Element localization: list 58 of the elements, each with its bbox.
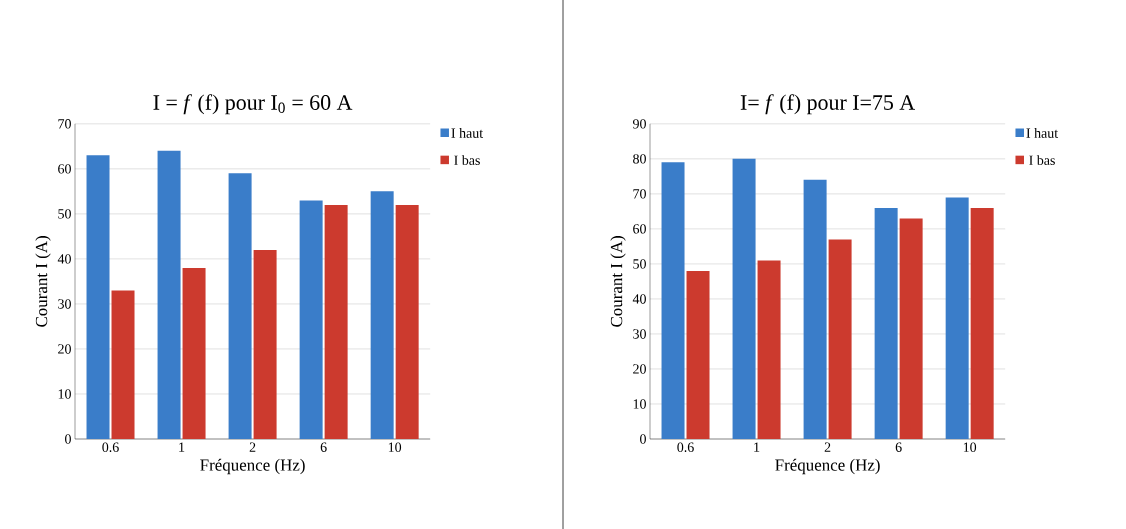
bar: [228, 173, 252, 439]
bar: [757, 260, 781, 439]
legend-label: I bas: [454, 155, 480, 165]
bar: [395, 204, 419, 439]
bar: [899, 218, 923, 439]
bar: [299, 200, 323, 439]
y-tick-label: 80: [633, 154, 646, 164]
bar: [111, 290, 135, 439]
y-tick-label: 50: [58, 209, 71, 219]
bar: [370, 191, 394, 439]
y-tick-label: 60: [633, 224, 646, 234]
bar: [686, 270, 710, 439]
y-axis-title: Courant I (A): [610, 236, 626, 327]
x-axis-title: Fréquence (Hz): [775, 458, 880, 475]
y-tick-label: 0: [65, 434, 71, 444]
y-tick-label: 40: [632, 294, 646, 304]
y-tick-label: 90: [632, 119, 646, 129]
y-tick-label: 0: [640, 434, 646, 444]
x-tick-label: 0.6: [677, 442, 694, 452]
x-tick-label: 1: [179, 442, 185, 452]
x-tick-label: 6: [320, 442, 327, 452]
x-tick-label: 2: [249, 442, 256, 452]
x-tick-label: 10: [388, 442, 402, 452]
legend-label: I bas: [1029, 155, 1055, 165]
bar: [253, 249, 277, 439]
bar: [970, 207, 994, 439]
chart-title: I = f (f) pour I$_{0}$ = 60 A: [153, 94, 353, 115]
bar: [945, 197, 969, 439]
y-tick-label: 10: [633, 399, 646, 409]
legend-label: I haut: [451, 128, 484, 138]
bar: [732, 158, 756, 439]
bar: [324, 204, 348, 439]
y-tick-label: 50: [633, 259, 646, 269]
x-axis-title: Fréquence (Hz): [200, 458, 305, 475]
y-axis-title: Courant I (A): [35, 236, 51, 327]
bar: [803, 179, 827, 439]
x-tick-label: 2: [824, 442, 831, 452]
bar: [182, 267, 206, 439]
y-tick-label: 20: [633, 364, 646, 374]
y-tick-label: 40: [57, 254, 71, 264]
y-tick-label: 70: [633, 189, 646, 199]
bar: [86, 155, 110, 439]
chart-title: I= f (f) pour I=75 A: [740, 94, 915, 115]
y-tick-label: 30: [58, 299, 71, 309]
y-tick-label: 20: [58, 344, 71, 354]
x-tick-label: 0.6: [102, 442, 119, 452]
x-tick-label: 1: [754, 442, 760, 452]
x-tick-label: 6: [895, 442, 902, 452]
y-tick-label: 10: [58, 389, 71, 399]
y-tick-label: 70: [58, 119, 71, 129]
x-tick-label: 10: [963, 442, 977, 452]
legend-label: I haut: [1026, 128, 1059, 138]
bar: [874, 207, 898, 439]
bar: [157, 150, 181, 439]
bar: [661, 162, 685, 439]
bar: [828, 239, 852, 439]
y-tick-label: 30: [633, 329, 646, 339]
y-tick-label: 60: [58, 164, 71, 174]
